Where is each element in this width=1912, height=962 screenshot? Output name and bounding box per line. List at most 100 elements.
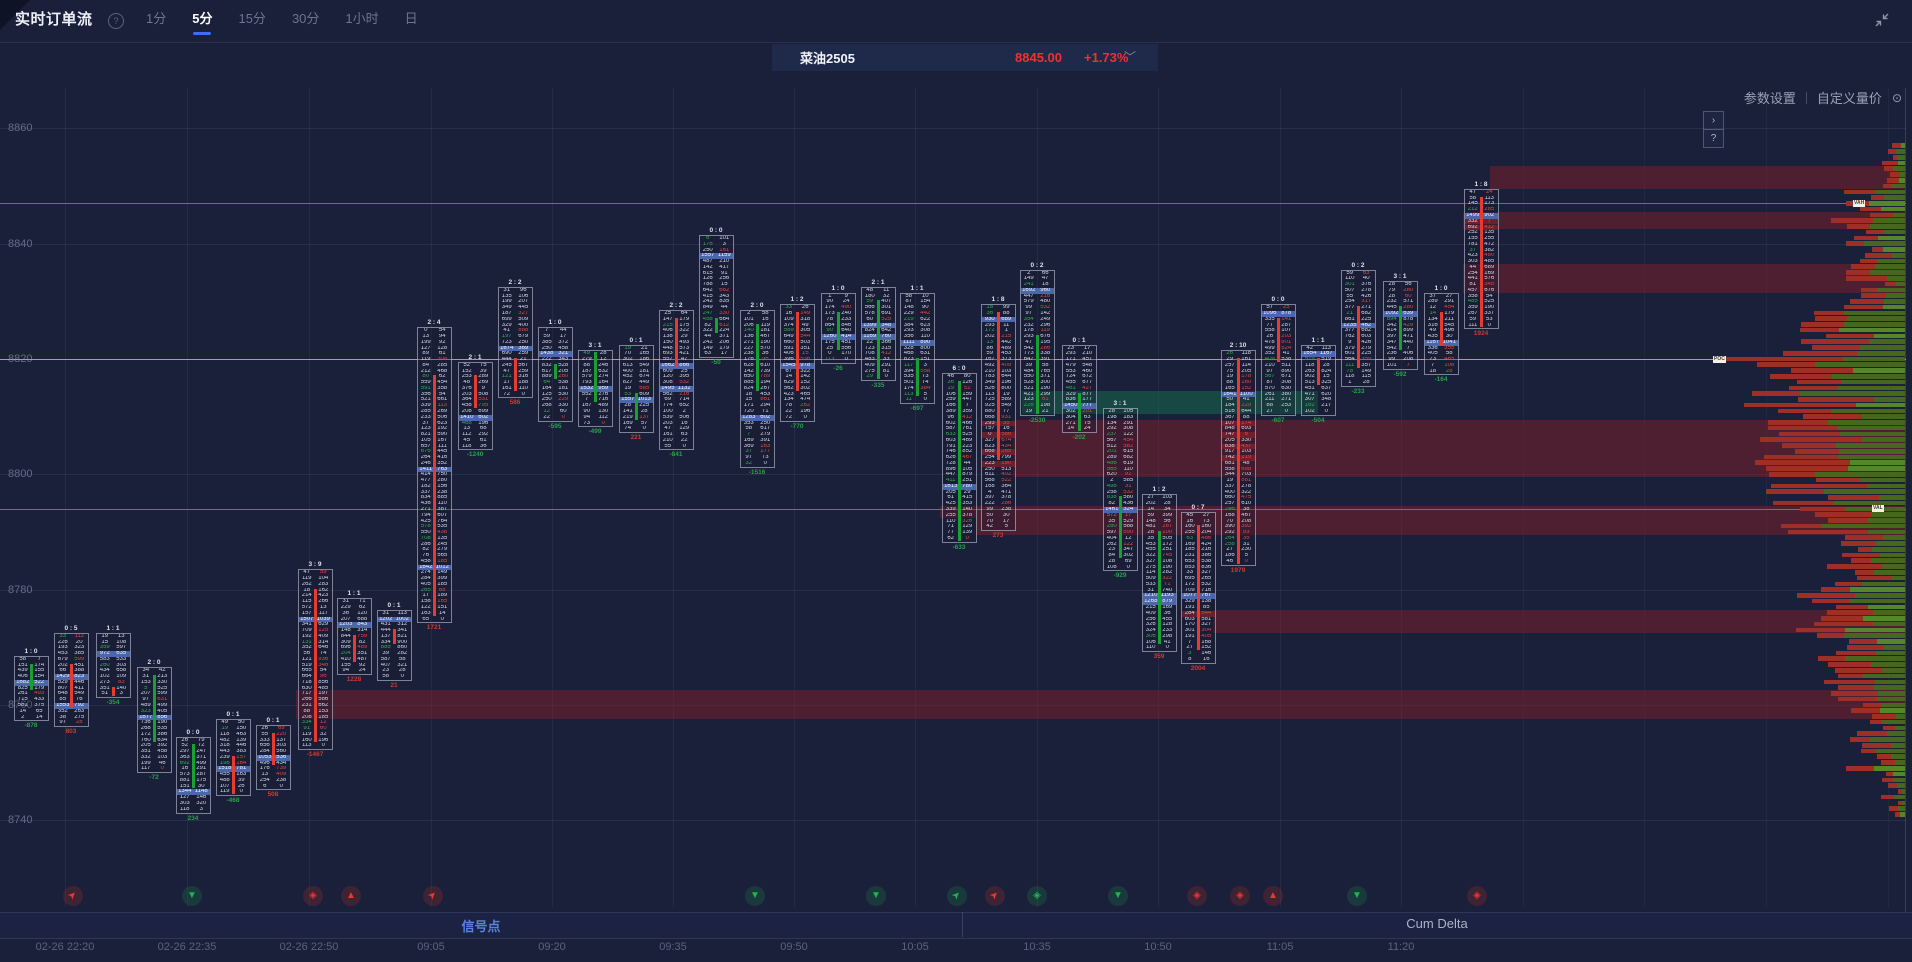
footprint-candle[interactable]: 1 : 8 47 24 58 113 145 173 212 285 1499 902 332 7 692… (1463, 181, 1499, 337)
footprint-candle[interactable]: 0 : 1 26 69 55 220 333 137 656 303 284 560 1053 536 4… (255, 717, 291, 798)
footprint-candle[interactable]: 0 : 2 59 63 110 40 301 376 507 278 55 426 254 317 377… (1340, 262, 1376, 395)
footprint-candle[interactable]: 1 : 1 58 10 87 154 148 90 229 442 219 622 384 623 293… (899, 285, 935, 412)
footprint-candle[interactable]: 1 : 1 31 71 229 62 36 120 207 688 1203 843 148 314 84… (336, 590, 372, 683)
signal-icon-layers[interactable]: ◈ (1230, 886, 1250, 906)
footprint-candle[interactable]: 1 : 0 58 7 151 174 439 155 406 154 1682 522 825 179 2… (13, 648, 49, 729)
candle-price-row: 578 691 (862, 311, 895, 317)
candle-price-row: 633 525 (943, 432, 976, 438)
bid-volume-cell: 664 (301, 674, 312, 680)
signal-icon-down[interactable]: ▼ (866, 886, 886, 906)
signal-icon-layers[interactable]: ◈ (1187, 886, 1207, 906)
ask-volume-cell: 383 (236, 749, 247, 755)
volume-profile-row (1888, 149, 1905, 154)
tab-日[interactable]: 日 (404, 11, 418, 26)
footprint-candle[interactable]: 0 : 0 26 79 52 72 297 247 363 371 692 499 16 291 573 2… (175, 729, 211, 822)
footprint-candle[interactable]: 2 : 0 2 58 101 16 206 119 140 181 136 467 271 190 227… (739, 302, 775, 476)
footprint-candle[interactable]: 0 : 1 19 21 70 165 302 186 613 549 400 181 452 674 82… (618, 337, 654, 441)
expand-panel-button[interactable]: › (1703, 111, 1724, 130)
tab-15分[interactable]: 15分 (238, 11, 266, 26)
footprint-candle[interactable]: 1 : 0 1 9 90 24 174 490 173 240 78 233 864 846 90 640 1… (820, 285, 856, 372)
footprint-candle[interactable]: 1 : 1 42 113 1654 1167 519 519 118 28 263 824 902 15… (1300, 337, 1336, 424)
profile-buy-segment (1876, 541, 1905, 546)
signal-icon-down[interactable]: ▼ (1347, 886, 1367, 906)
footprint-candle[interactable]: 2 : 1 48 11 180 32 59 407 566 301 578 691 60 525 1399… (860, 279, 896, 389)
footprint-candle[interactable]: 3 : 1 49 28 279 12 88 246 187 632 579 274 793 164 153… (577, 342, 613, 435)
footprint-candle[interactable]: 0 : 1 49 50 19 150 118 463 482 139 318 446 443 383 23… (215, 711, 251, 804)
footprint-candle[interactable]: 0 : 1 31 113 1202 1002 431 312 444 341 137 821 334 9… (376, 602, 412, 689)
footprint-candle[interactable]: 2 : 0 34 42 31 213 153 330 5 525 207 599 97 631 489 49… (136, 659, 172, 781)
ask-volume-cell: 780 (962, 483, 973, 489)
tab-1分[interactable]: 1分 (146, 11, 167, 26)
collapse-icon[interactable] (1874, 12, 1890, 28)
candle-imbalance-header: 2 : 1 (871, 278, 885, 286)
candle-delta-label: -1240 (466, 451, 484, 459)
footprint-candle[interactable]: 1 : 1 19 13 15 108 359 597 972 635 583 533 260 303 43… (95, 625, 131, 706)
footprint-candle[interactable]: 2 : 10 26 118 29 161 257 114 75 205 19 178 88 160 165… (1220, 342, 1256, 574)
instrument-change: +1.73% (1084, 50, 1129, 65)
bid-volume-cell: 60 (866, 316, 874, 322)
candle-price-row: 37 623 (418, 421, 451, 427)
eye-icon[interactable]: ⊙ (1891, 90, 1902, 105)
signal-icon-layers[interactable]: ◈ (1027, 886, 1047, 906)
instrument-selector[interactable]: 菜油2505 8845.00 +1.73% ﹀ (772, 44, 1158, 71)
cumdelta-pane-label[interactable]: Cum Delta (1406, 916, 1468, 931)
custom-volume-price-button[interactable]: 自定义量价 (1816, 91, 1882, 106)
footprint-candle[interactable]: 6 : 0 46 80 36 126 19 52 106 159 259 447 166 7 389 359… (941, 365, 977, 551)
footprint-candle[interactable]: 2 : 4 0 54 13 94 199 92 127 128 89 61 119 308 84 285 21… (416, 319, 452, 631)
footprint-candle[interactable]: 0 : 0 6 101 176 3 250 161 1557 1159 487 210 142 417 6… (698, 227, 734, 366)
signal-icon-layers[interactable]: ◈ (303, 886, 323, 906)
tab-5分[interactable]: 5分 (192, 8, 212, 35)
tab-30分[interactable]: 30分 (291, 11, 320, 26)
panel-help-button[interactable]: ? (1703, 129, 1724, 148)
candle-price-row: 824 267 (741, 386, 774, 392)
signal-pane-label[interactable]: 信号点 (461, 919, 501, 934)
ask-volume-cell: 343 (558, 357, 569, 363)
profile-sell-segment (1827, 564, 1882, 569)
candle-price-row: 567 454 (1104, 438, 1137, 444)
footprint-candle[interactable]: 2 : 1 52 75 152 39 253 289 48 269 376 9 203 508 364 53… (457, 354, 493, 458)
footprint-candle[interactable]: 3 : 1 28 105 198 183 134 291 292 308 237 122 567 454… (1102, 400, 1138, 579)
grid-line-h (0, 474, 1906, 476)
chevron-down-icon[interactable]: ﹀ (1124, 50, 1137, 64)
footprint-candle[interactable]: 3 : 9 47 59 119 104 262 283 18 162 214 423 115 266 57… (297, 561, 333, 758)
candle-price-row: 14 65 (15, 709, 48, 715)
candle-price-row: 849 44 (700, 305, 733, 311)
profile-sell-segment (1789, 385, 1839, 391)
footprint-candle[interactable]: 2 : 2 25 64 147 179 215 175 406 322 138 29 150 493 44… (658, 302, 694, 458)
footprint-candle[interactable]: 1 : 8 18 99 36 88 930 689 293 11 172 1 202 215 13 442 8… (980, 296, 1016, 539)
bid-volume-cell: 9 (1348, 339, 1352, 345)
signal-icon-down[interactable]: ▼ (182, 886, 202, 906)
candle-price-row: 389 359 (943, 409, 976, 415)
footprint-candle[interactable]: 1 : 0 37 27 289 291 12 454 14 179 134 211 316 545 49 4… (1423, 285, 1459, 383)
footprint-candle[interactable]: 1 : 2 27 103 202 28 14 34 59 399 148 56 481 287 28 100… (1141, 486, 1177, 660)
footprint-candle[interactable]: 1 : 2 33 26 16 149 109 318 374 49 589 305 649 544 660… (779, 296, 815, 430)
profile-sell-segment (1846, 241, 1865, 246)
signal-icon-layers[interactable]: ◈ (1467, 886, 1487, 906)
footprint-candle[interactable]: 0 : 2 2 66 149 47 241 18 1692 960 447 216 579 480 99 5… (1019, 262, 1055, 424)
signal-icon-pointer[interactable]: ➤ (947, 886, 967, 906)
footprint-candle[interactable]: 0 : 7 45 27 16 73 160 160 255 204 63 486 169 424 185 2… (1180, 504, 1216, 672)
signal-icon-pointer[interactable]: ➤ (985, 886, 1005, 906)
signal-icon-up[interactable]: ▲ (341, 886, 361, 906)
candle-delta-label: 586 (509, 399, 521, 407)
ask-volume-cell: 225 (639, 403, 650, 409)
settings-button[interactable]: 参数设置 (1743, 91, 1796, 106)
footprint-candle[interactable]: 0 : 0 57 25 1096 878 335 141 77 287 558 107 26 203 47… (1260, 296, 1296, 424)
footprint-candle[interactable]: 0 : 5 33 112 226 20 193 323 453 385 679 599 202 451 6… (53, 625, 89, 735)
signal-icon-pointer[interactable]: ➤ (423, 886, 443, 906)
down-glyph: ▼ (187, 890, 197, 901)
footprint-candle[interactable]: 3 : 1 28 56 79 280 28 60 232 571 445 280 1092 639 894… (1382, 273, 1418, 378)
tab-1小时[interactable]: 1小时 (345, 11, 379, 26)
ask-volume-cell: 395 (679, 374, 690, 380)
signal-icon-down[interactable]: ▼ (745, 886, 765, 906)
ask-volume-cell: 146 (1201, 651, 1212, 657)
footprint-candle[interactable]: 1 : 0 7 44 59 17 385 372 250 458 1438 321 222 343 832… (537, 319, 573, 430)
bid-volume-cell: 47 (503, 368, 511, 374)
help-icon[interactable]: ? (108, 13, 124, 29)
signal-icon-pointer[interactable]: ➤ (63, 886, 83, 906)
bid-volume-cell: 341 (301, 622, 312, 628)
signal-icon-up[interactable]: ▲ (1263, 886, 1283, 906)
signal-icon-down[interactable]: ▼ (1108, 886, 1128, 906)
footprint-candle[interactable]: 0 : 1 23 17 293 210 171 457 479 548 553 460 724 672 4… (1061, 337, 1097, 441)
footprint-candle[interactable]: 2 : 2 31 96 135 106 199 207 349 445 187 327 699 509 3… (497, 279, 533, 406)
